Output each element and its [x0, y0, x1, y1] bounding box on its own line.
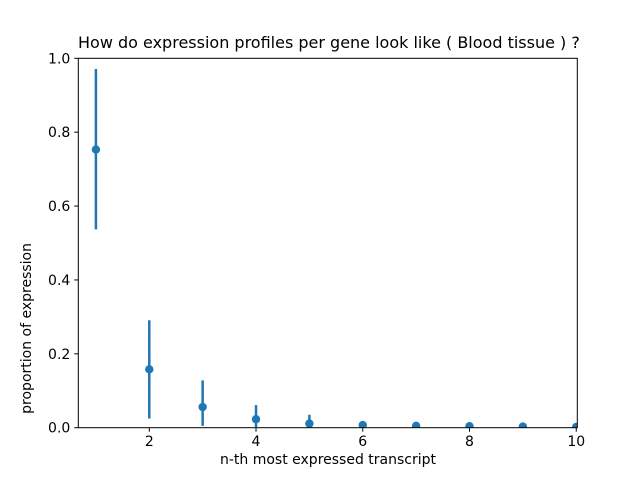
x-tick-label: 6 — [358, 434, 367, 450]
axes-spines — [77, 57, 578, 429]
x-tick-label: 4 — [252, 434, 261, 450]
data-point — [518, 422, 528, 428]
data-point — [145, 365, 154, 374]
x-tick-label: 8 — [465, 434, 474, 450]
data-point — [91, 145, 101, 154]
data-point — [411, 421, 421, 428]
y-tick-label: 0.6 — [48, 199, 70, 215]
data-point — [251, 415, 261, 424]
y-tick-label: 1.0 — [48, 51, 70, 67]
y-tick-label: 0.4 — [48, 273, 70, 289]
data-point — [572, 422, 578, 428]
y-tick-label: 0.8 — [48, 125, 70, 141]
y-tick-label: 0.2 — [48, 347, 70, 363]
chart-title: How do expression profiles per gene look… — [78, 33, 580, 52]
data-point — [305, 419, 314, 428]
data-point — [465, 422, 474, 428]
y-tick-label: 0.0 — [48, 421, 70, 437]
x-tick-label: 10 — [567, 434, 585, 450]
data-series — [91, 69, 578, 428]
x-axis-label: n-th most expressed transcript — [219, 452, 437, 468]
data-point — [358, 420, 367, 428]
y-axis-label: proportion of expression — [19, 243, 35, 414]
x-tick-label: 2 — [145, 434, 154, 450]
data-point — [198, 402, 207, 412]
